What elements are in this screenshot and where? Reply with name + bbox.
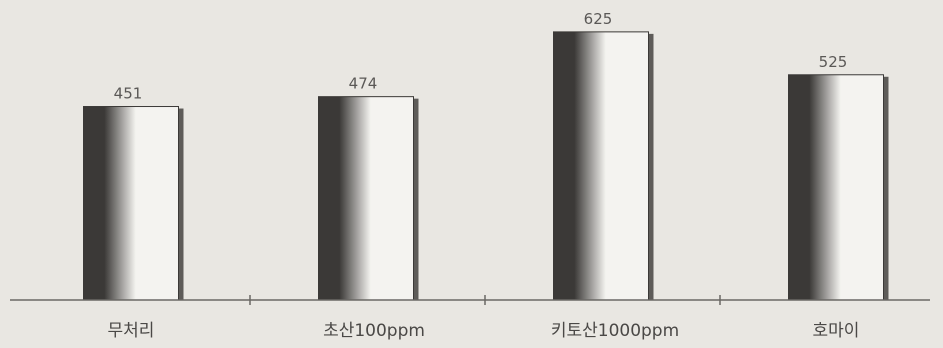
data-label-1: 474 — [349, 75, 378, 93]
bars-layer — [83, 31, 889, 301]
labels-layer: 451 무처리 474 초산100ppm 625 키토산1000ppm 525 호마이 — [108, 10, 860, 341]
data-label-3: 525 — [819, 53, 848, 71]
bar-shadow — [413, 98, 419, 301]
bar-1 — [318, 96, 414, 301]
bar-shadow — [178, 108, 184, 301]
bar-shadow — [648, 33, 654, 300]
category-label-0: 무처리 — [108, 321, 155, 341]
category-label-1: 초산100ppm — [323, 321, 425, 341]
category-label-2: 키토산1000ppm — [551, 321, 679, 341]
axis-layer — [10, 295, 930, 305]
data-label-2: 625 — [584, 10, 613, 28]
bar-3 — [788, 74, 884, 301]
category-label-3: 호마이 — [813, 321, 860, 341]
data-label-0: 451 — [114, 85, 143, 103]
bar-shadow — [883, 76, 889, 301]
bar-2 — [553, 31, 649, 301]
bar-0 — [83, 106, 179, 301]
